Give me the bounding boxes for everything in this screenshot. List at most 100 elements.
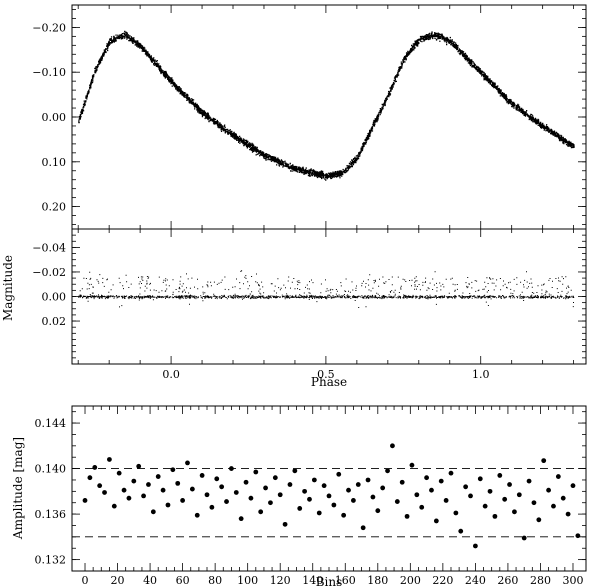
amplitude-point [199,473,205,478]
amplitude-tick-label: 0.136 [35,508,67,521]
bins-tick-label: 100 [237,574,258,587]
bins-tick-label: 240 [465,574,486,587]
mid-ytick-label: 0.02 [42,315,67,328]
amplitude-point [414,492,420,498]
amplitude-point [253,469,259,475]
top-ytick-label: 0.20 [42,201,67,214]
amplitude-axis-label: Amplitude [mag] [11,437,25,540]
amplitude-point [180,498,186,503]
amplitude-tick-label: 0.144 [35,417,67,430]
amplitude-point [429,487,434,493]
top-ytick-label: −0.20 [32,21,66,34]
mid-ytick-label: 0.00 [42,291,67,304]
bins-tick-label: 120 [270,574,291,587]
tick-labels: −0.20−0.100.000.100.20−0.04−0.020.000.02… [32,21,583,587]
amplitude-point [575,533,581,539]
amplitude-point [136,463,142,469]
bins-tick-label: 260 [497,574,518,587]
amplitude-point [121,487,127,493]
amplitude-point [399,479,405,485]
amplitude-point [150,509,156,515]
amplitude-tick-label: 0.132 [35,554,67,567]
top-ytick-label: −0.10 [32,66,66,79]
bins-tick-label: 160 [335,574,356,587]
top-panel-lightcurve-points [78,30,575,181]
amplitude-point [209,504,215,510]
residual-scatter [78,270,575,308]
amplitude-point [512,509,517,515]
amplitude-point [97,483,103,489]
amplitude-point [385,468,390,474]
bins-tick-label: 20 [111,574,125,587]
amplitude-point [375,508,381,514]
amplitude-point [311,477,317,483]
amplitude-point [243,479,249,485]
amplitude-point [463,484,469,490]
top-ytick-label: 0.00 [42,111,67,124]
top-ytick-label: 0.10 [42,156,67,169]
amplitude-point [336,471,342,477]
amplitude-point [560,495,566,501]
amplitude-point [248,495,254,501]
amplitude-point [492,513,498,519]
amplitude-point [433,518,439,524]
phase-axis-label: Phase [311,375,347,389]
bins-tick-label: 220 [432,574,453,587]
bottom-panel-ticks [72,406,586,571]
amplitude-point [219,484,225,490]
amplitude-point [521,535,527,541]
bins-tick-label: 60 [176,574,190,587]
amplitude-point [131,478,137,484]
amplitude-point [214,476,220,482]
bins-tick-label: 180 [367,574,388,587]
amplitude-point [87,475,93,481]
mid-ytick-label: −0.02 [32,266,66,279]
magnitude-axis-label: Magnitude [1,255,15,321]
amplitude-point [458,528,464,534]
bottom-panel-frame [71,405,587,572]
amplitude-point [409,462,415,468]
amplitude-point [160,487,166,493]
bins-tick-label: 200 [400,574,421,587]
bins-tick-label: 0 [82,574,89,587]
phase-tick-label: 0.5 [317,368,335,381]
amplitude-point [292,468,298,474]
bins-tick-label: 40 [143,574,157,587]
amplitude-point [297,506,303,511]
amplitude-point [116,470,122,476]
top-panel-frame [71,4,587,230]
amplitude-point [92,465,98,470]
amplitude-point [424,475,429,481]
amplitude-point [341,512,347,518]
amplitude-point [365,477,371,483]
amplitude-point [555,474,561,479]
amplitude-point [155,474,161,479]
amplitude-point [551,503,556,509]
bottom-panel-reference-lines [72,468,586,538]
amplitude-point [189,486,195,492]
amplitude-point [268,500,273,506]
amplitude-point [165,502,171,508]
amplitude-point [360,525,366,531]
amplitude-point [453,510,459,516]
amplitude-point [185,460,190,466]
amplitude-point [419,504,425,510]
amplitude-point [497,473,503,478]
phase-tick-label: 0.0 [162,368,180,381]
amplitude-point [107,457,112,462]
amplitude-point [394,499,400,504]
mid-ytick-label: −0.04 [32,241,66,254]
amplitude-point [516,492,522,498]
amplitude-point [443,498,449,503]
amplitude-point [316,510,322,516]
amplitude-point [331,502,337,508]
amplitude-point [224,499,229,504]
middle-panel-residual-points [78,270,575,308]
amplitude-point [146,482,151,487]
bins-tick-label: 140 [302,574,323,587]
bottom-panel-amplitude-points [82,443,581,549]
amplitude-point [82,498,88,503]
amplitude-point [263,485,268,491]
amplitude-point [380,485,386,491]
